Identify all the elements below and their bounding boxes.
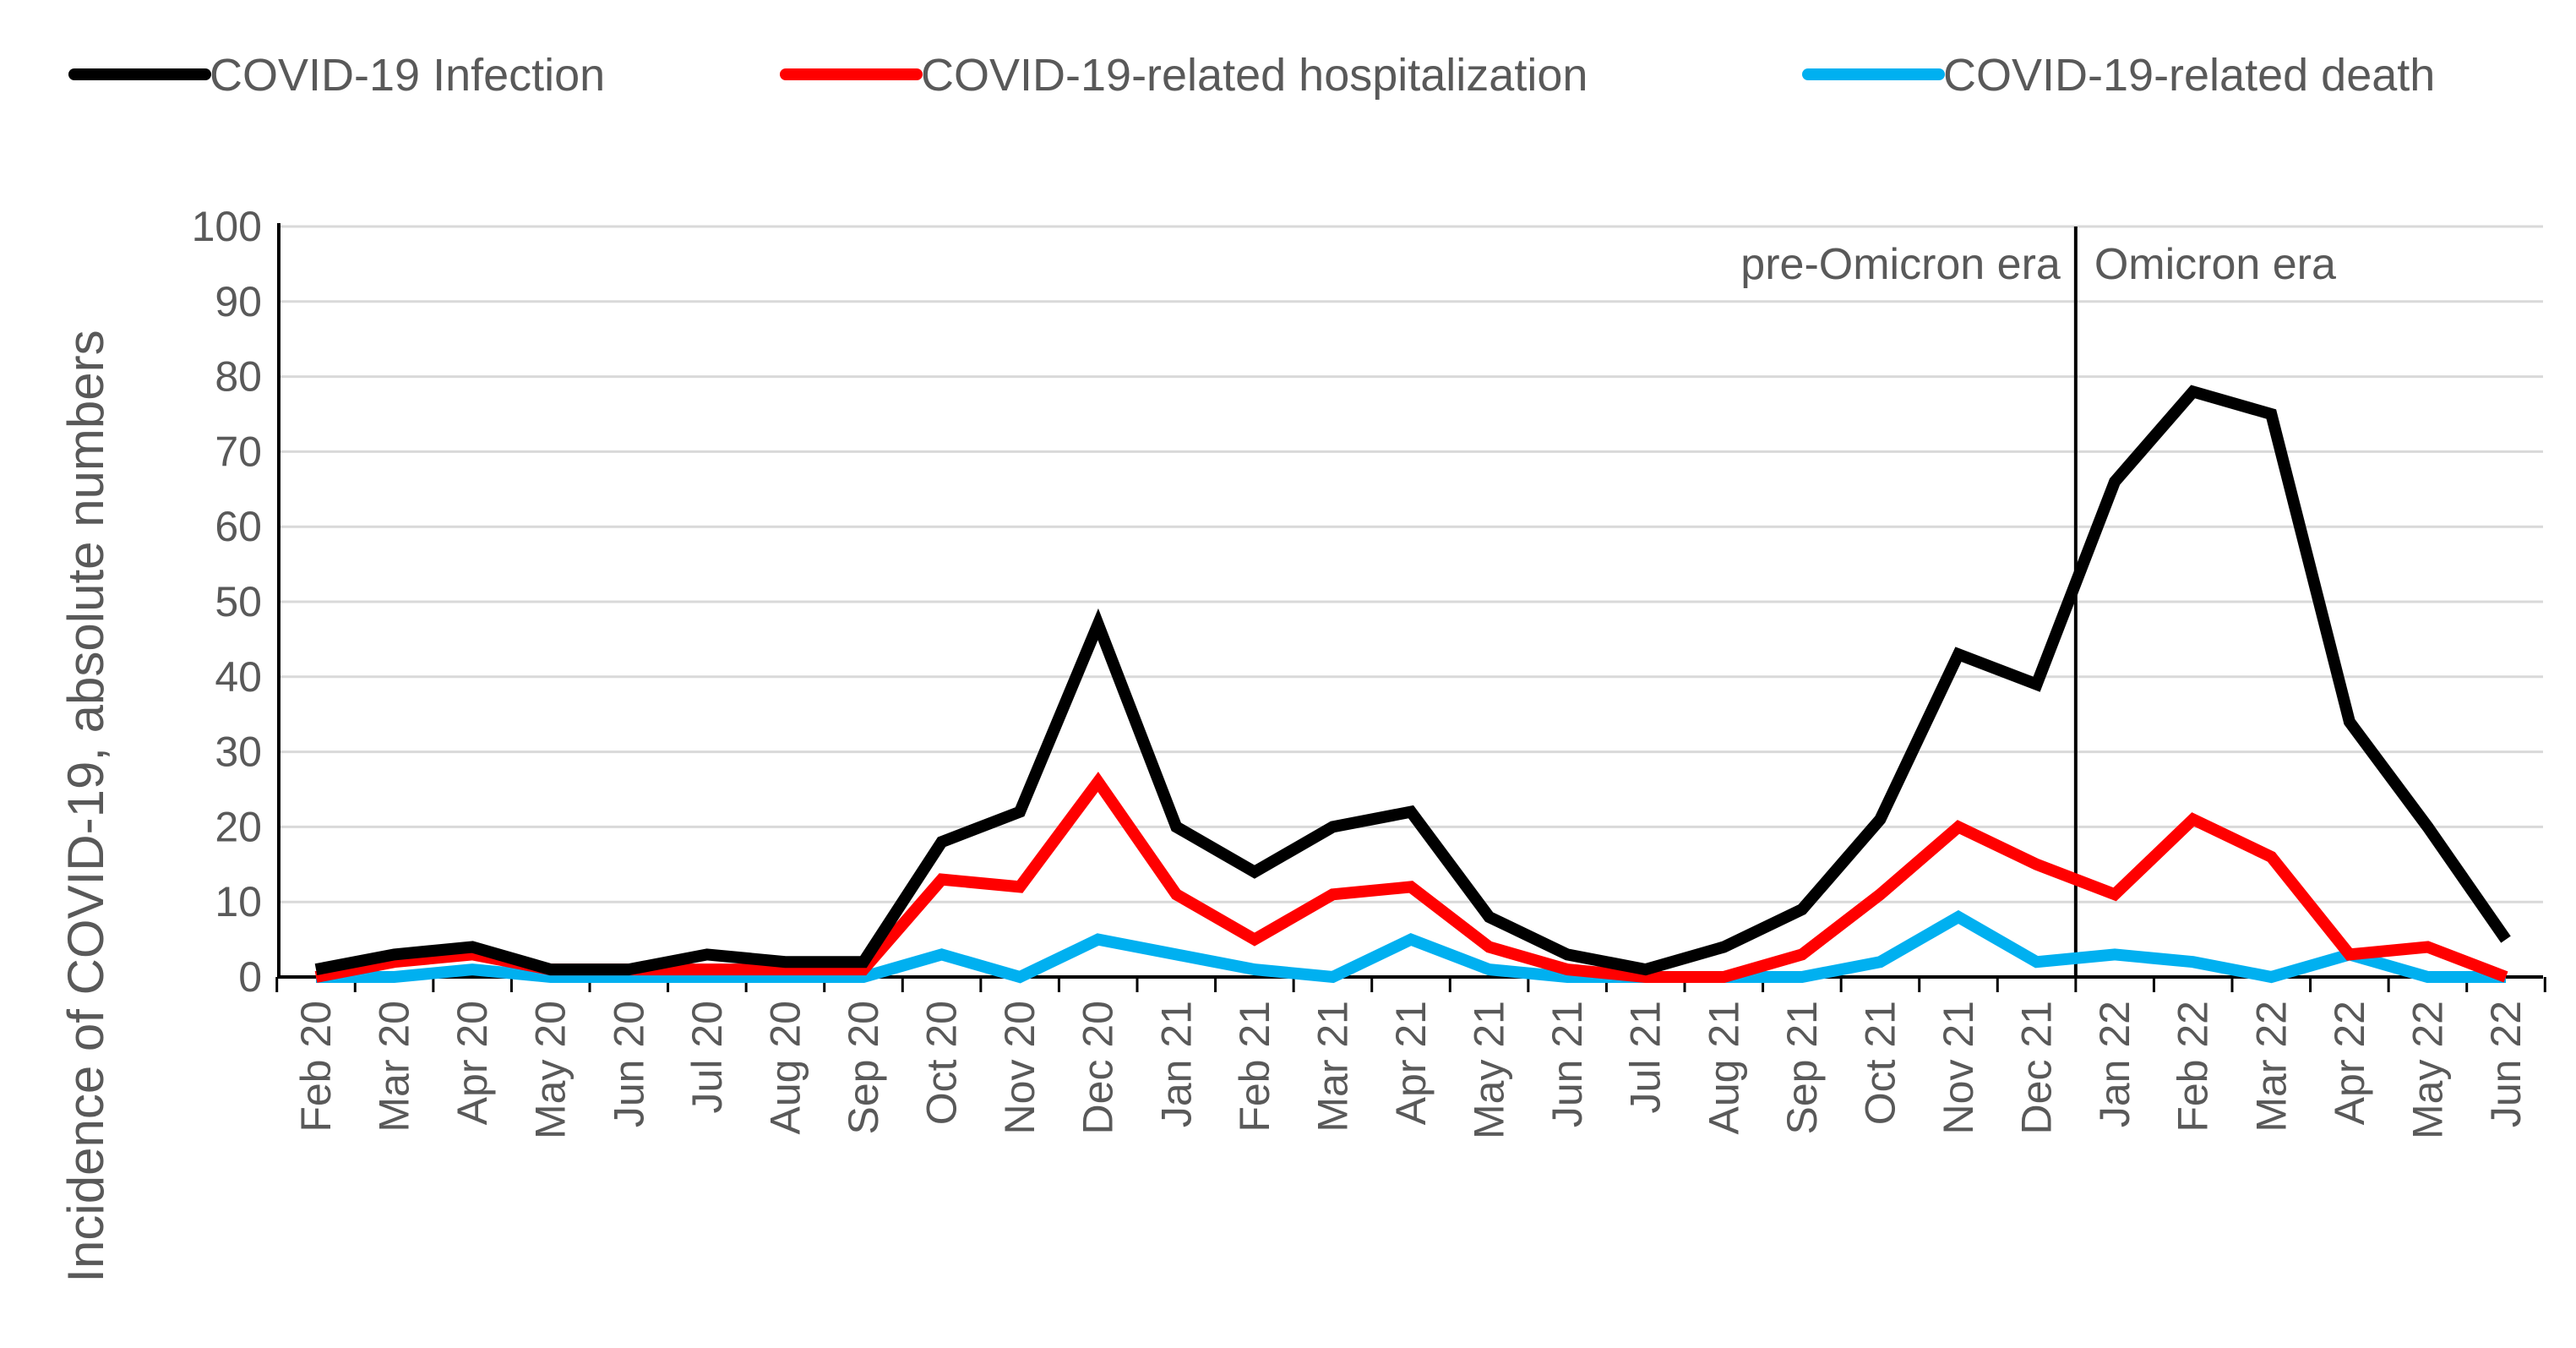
series-line-covid-19-related-death xyxy=(316,909,2506,984)
x-tick-label: Mar 20 xyxy=(371,1001,418,1132)
x-tick-label: Jun 20 xyxy=(605,1001,652,1127)
y-tick-label: 40 xyxy=(215,653,262,701)
x-tick-label: Nov 21 xyxy=(1935,1001,1982,1134)
pre-omicron-era-label: pre-Omicron era xyxy=(1740,240,2061,289)
x-tick-label: Aug 20 xyxy=(761,1001,809,1134)
x-tick-label: Dec 20 xyxy=(1075,1001,1122,1134)
x-tick-label: Jun 21 xyxy=(1544,1001,1591,1127)
y-tick-label: 50 xyxy=(215,578,262,625)
y-tick-label: 100 xyxy=(192,203,262,250)
y-axis-title: Incidence of COVID-19, absolute numbers xyxy=(57,330,114,1282)
x-tick-label: Mar 22 xyxy=(2247,1001,2295,1132)
x-tick-label: Apr 22 xyxy=(2326,1001,2373,1125)
y-tick-label: 90 xyxy=(215,278,262,325)
y-tick-label: 80 xyxy=(215,353,262,401)
x-tick-label: Feb 20 xyxy=(292,1001,340,1132)
legend-label: COVID-19-related death xyxy=(1943,50,2435,101)
series-lines xyxy=(314,385,2511,984)
x-tick-label: Feb 22 xyxy=(2170,1001,2217,1132)
x-tick-label: Sep 20 xyxy=(840,1001,887,1134)
gridlines xyxy=(279,225,2543,903)
y-tick-label: 70 xyxy=(215,428,262,475)
series-line-covid-19-infection xyxy=(314,385,2511,976)
x-tick-label: May 20 xyxy=(527,1001,575,1139)
x-tick-label: Mar 21 xyxy=(1309,1001,1356,1132)
x-tick-label: Jul 21 xyxy=(1622,1001,1669,1113)
legend-label: COVID-19 Infection xyxy=(210,50,605,101)
x-axis-ticks: Feb 20 Mar 20 Apr 20 May 20 Jun 20 Jul 20 Aug … xyxy=(275,977,2546,1139)
x-tick-label: May 22 xyxy=(2404,1001,2451,1139)
legend: COVID-19 Infection COVID-19-related hospi… xyxy=(68,50,2435,101)
x-tick-label: Oct 20 xyxy=(918,1001,966,1125)
x-tick-label: Nov 20 xyxy=(996,1001,1043,1134)
omicron-era-label: Omicron era xyxy=(2094,240,2336,289)
y-tick-label: 30 xyxy=(215,729,262,776)
x-tick-label: Apr 20 xyxy=(449,1001,496,1125)
y-tick-label: 10 xyxy=(215,878,262,925)
x-tick-label: Jun 22 xyxy=(2482,1001,2530,1127)
x-tick-label: Sep 21 xyxy=(1778,1001,1826,1134)
x-tick-label: Aug 21 xyxy=(1700,1001,1747,1134)
x-tick-label: Jul 20 xyxy=(683,1001,731,1113)
x-tick-label: May 21 xyxy=(1466,1001,1513,1139)
y-tick-label: 60 xyxy=(215,503,262,550)
y-tick-label: 0 xyxy=(238,953,262,1001)
x-tick-label: Apr 21 xyxy=(1387,1001,1435,1125)
x-tick-label: Dec 21 xyxy=(2013,1001,2061,1134)
x-tick-label: Jan 22 xyxy=(2091,1001,2138,1127)
x-tick-label: Feb 21 xyxy=(1231,1001,1278,1132)
legend-label: COVID-19-related hospitalization xyxy=(921,50,1588,101)
y-tick-label: 20 xyxy=(215,803,262,850)
series-line-covid-19-related-hospitalization xyxy=(314,772,2508,983)
y-axis-ticks: 0 10 20 30 40 50 60 70 80 90 100 xyxy=(192,203,262,1001)
x-tick-label: Oct 21 xyxy=(1856,1001,1903,1125)
x-tick-label: Jan 21 xyxy=(1152,1001,1200,1127)
